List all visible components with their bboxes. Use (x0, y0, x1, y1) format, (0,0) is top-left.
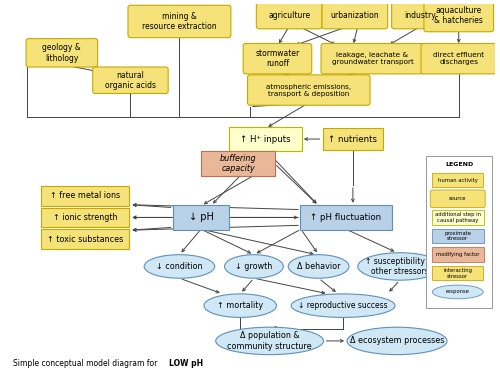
Text: Δ behavior: Δ behavior (297, 262, 341, 271)
Ellipse shape (224, 255, 284, 278)
Ellipse shape (216, 327, 324, 355)
Text: interacting
stressor: interacting stressor (444, 268, 472, 279)
Text: stormwater
runoff: stormwater runoff (256, 49, 300, 69)
FancyBboxPatch shape (248, 75, 370, 105)
Text: modifying factor: modifying factor (436, 252, 480, 257)
Text: direct effluent
discharges: direct effluent discharges (433, 52, 484, 65)
FancyBboxPatch shape (432, 247, 484, 262)
Text: ↑ pH fluctuation: ↑ pH fluctuation (310, 213, 382, 222)
Text: source: source (449, 196, 466, 201)
Text: leakage, leachate &
groundwater transport: leakage, leachate & groundwater transpor… (332, 52, 413, 65)
Text: buffering
capacity: buffering capacity (220, 154, 256, 173)
FancyBboxPatch shape (172, 205, 230, 230)
FancyBboxPatch shape (256, 2, 322, 29)
Ellipse shape (144, 255, 214, 278)
Bar (42, 208, 130, 227)
Text: urbanization: urbanization (330, 11, 379, 20)
Bar (42, 186, 130, 206)
Text: ↑ nutrients: ↑ nutrients (328, 134, 378, 144)
FancyBboxPatch shape (322, 2, 388, 29)
FancyBboxPatch shape (424, 0, 494, 32)
Bar (432, 266, 483, 280)
Text: ↓ condition: ↓ condition (156, 262, 202, 271)
Text: ↑ mortality: ↑ mortality (217, 301, 264, 310)
FancyBboxPatch shape (430, 190, 485, 208)
Text: ↓ pH: ↓ pH (188, 213, 214, 223)
Bar (42, 229, 130, 249)
Text: geology &
lithology: geology & lithology (42, 43, 81, 62)
Text: ↑ ionic strength: ↑ ionic strength (53, 213, 118, 222)
FancyBboxPatch shape (26, 38, 98, 67)
Text: ↓ growth: ↓ growth (236, 262, 273, 271)
Text: atmospheric emissions,
transport & deposition: atmospheric emissions, transport & depos… (266, 83, 352, 96)
Text: additional step in
causal pathway: additional step in causal pathway (435, 212, 481, 223)
FancyBboxPatch shape (300, 205, 392, 230)
Text: Δ ecosystem processes: Δ ecosystem processes (350, 336, 444, 346)
Ellipse shape (432, 285, 483, 299)
Text: aquaculture
& hatcheries: aquaculture & hatcheries (434, 6, 483, 25)
FancyBboxPatch shape (128, 5, 231, 38)
Ellipse shape (204, 294, 277, 317)
Text: natural
organic acids: natural organic acids (105, 70, 156, 90)
FancyBboxPatch shape (392, 2, 450, 29)
Text: ↑ susceptibility to
other stressors: ↑ susceptibility to other stressors (365, 257, 435, 276)
Text: agriculture: agriculture (268, 11, 310, 20)
FancyBboxPatch shape (421, 43, 496, 74)
Text: ↑ free metal ions: ↑ free metal ions (50, 191, 120, 200)
Text: ↑ H⁺ inputs: ↑ H⁺ inputs (240, 134, 291, 144)
Ellipse shape (358, 253, 442, 280)
FancyBboxPatch shape (201, 151, 276, 176)
Text: LOW pH: LOW pH (168, 359, 203, 368)
FancyBboxPatch shape (432, 229, 484, 243)
Text: LEGEND: LEGEND (445, 162, 474, 166)
Ellipse shape (291, 294, 395, 317)
Ellipse shape (347, 327, 447, 355)
Text: ↑ toxic substances: ↑ toxic substances (47, 235, 124, 243)
Ellipse shape (288, 255, 349, 278)
FancyBboxPatch shape (230, 127, 302, 151)
Text: Simple conceptual model diagram for: Simple conceptual model diagram for (13, 359, 160, 368)
FancyBboxPatch shape (321, 43, 424, 74)
Bar (322, 128, 384, 150)
Text: response: response (446, 290, 470, 295)
Text: proximate
stressor: proximate stressor (444, 231, 471, 242)
Text: mining &
resource extraction: mining & resource extraction (142, 12, 217, 31)
FancyBboxPatch shape (92, 67, 168, 93)
FancyBboxPatch shape (243, 43, 312, 74)
Text: ↓ reproductive success: ↓ reproductive success (298, 301, 388, 310)
Bar (432, 173, 483, 187)
Text: human activity: human activity (438, 178, 478, 183)
FancyBboxPatch shape (432, 210, 484, 225)
Text: industry: industry (404, 11, 436, 20)
Bar (426, 156, 492, 307)
Text: Δ population &
community structure: Δ population & community structure (228, 331, 312, 351)
